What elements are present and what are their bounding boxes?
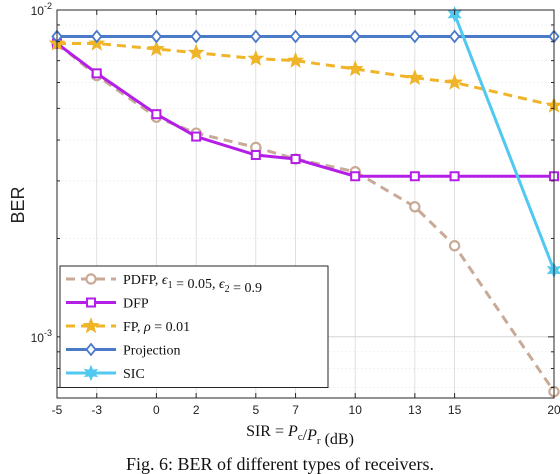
legend-label: SIC (123, 367, 145, 382)
figure-caption: Fig. 6: BER of different types of receiv… (126, 454, 434, 474)
legend-swatch-marker (85, 342, 97, 357)
legend-swatch-marker (86, 297, 96, 308)
legend-label: DFP (123, 297, 149, 312)
data-point (150, 29, 163, 44)
data-point (250, 150, 261, 161)
data-point (187, 43, 205, 60)
data-point (190, 29, 202, 44)
legend-swatch-marker (83, 364, 99, 382)
legend-label: FP, ρ = 0.01 (123, 320, 190, 335)
x-tick-label: 5 (252, 403, 259, 417)
x-tick-label: 0 (153, 403, 160, 417)
x-axis-title: SIR = Pc/Pr (dB) (246, 423, 354, 448)
x-tick-label: 15 (448, 403, 462, 417)
series-line (453, 13, 556, 271)
tick-layer: -5 -3 0 2 5 7 10 13 15 20 10-2 10-3 (31, 1, 560, 417)
data-point (151, 109, 162, 120)
series-2 (48, 34, 560, 113)
series-3 (51, 29, 560, 44)
data-point (409, 29, 421, 44)
data-point (191, 131, 202, 142)
x-tick-label: 7 (292, 403, 299, 417)
data-point (545, 96, 560, 113)
data-point (409, 201, 421, 213)
data-point (287, 51, 305, 68)
data-point (409, 171, 420, 182)
legend-entry-0: PDFP, ϵ1 = 0.05, ϵ2 = 0.9 (66, 273, 262, 296)
data-point (346, 60, 364, 77)
data-point (147, 40, 165, 57)
data-point (91, 68, 102, 79)
plot-frame (56, 9, 555, 399)
data-point (448, 29, 461, 44)
series-4 (447, 6, 560, 279)
series-line (56, 42, 554, 178)
data-point (446, 73, 464, 90)
data-point (247, 49, 265, 66)
y-axis-title: BER (8, 186, 28, 223)
series-line (57, 41, 555, 108)
legend-entry-1: DFP (66, 297, 149, 312)
legend-swatch-marker (82, 317, 100, 334)
x-tick-label: -5 (52, 403, 63, 417)
data-point (406, 68, 424, 86)
data-point (349, 29, 361, 44)
legend-entry-2: FP, ρ = 0.01 (66, 317, 190, 335)
x-tick-label: 13 (408, 403, 422, 417)
legend-entry-3: Projection (66, 342, 181, 359)
legend-entry-4: SIC (66, 364, 145, 382)
legend-label: PDFP, ϵ1 = 0.05, ϵ2 = 0.9 (123, 273, 262, 296)
data-point (350, 171, 361, 182)
y-tick-label: 10-3 (31, 328, 52, 345)
x-tick-label: -3 (91, 403, 102, 417)
x-tick-label: 20 (547, 403, 560, 417)
data-point (449, 171, 460, 182)
legend-swatch-marker (85, 273, 97, 285)
data-point (290, 154, 301, 165)
data-point (289, 29, 302, 44)
legend-label: Projection (123, 344, 181, 359)
data-point (91, 29, 103, 44)
x-tick-label: 2 (193, 403, 200, 417)
data-point (250, 29, 262, 44)
y-tick-label: 10-2 (31, 1, 52, 18)
x-tick-label: 10 (349, 403, 363, 417)
series-line (56, 42, 556, 393)
data-point (448, 240, 461, 252)
